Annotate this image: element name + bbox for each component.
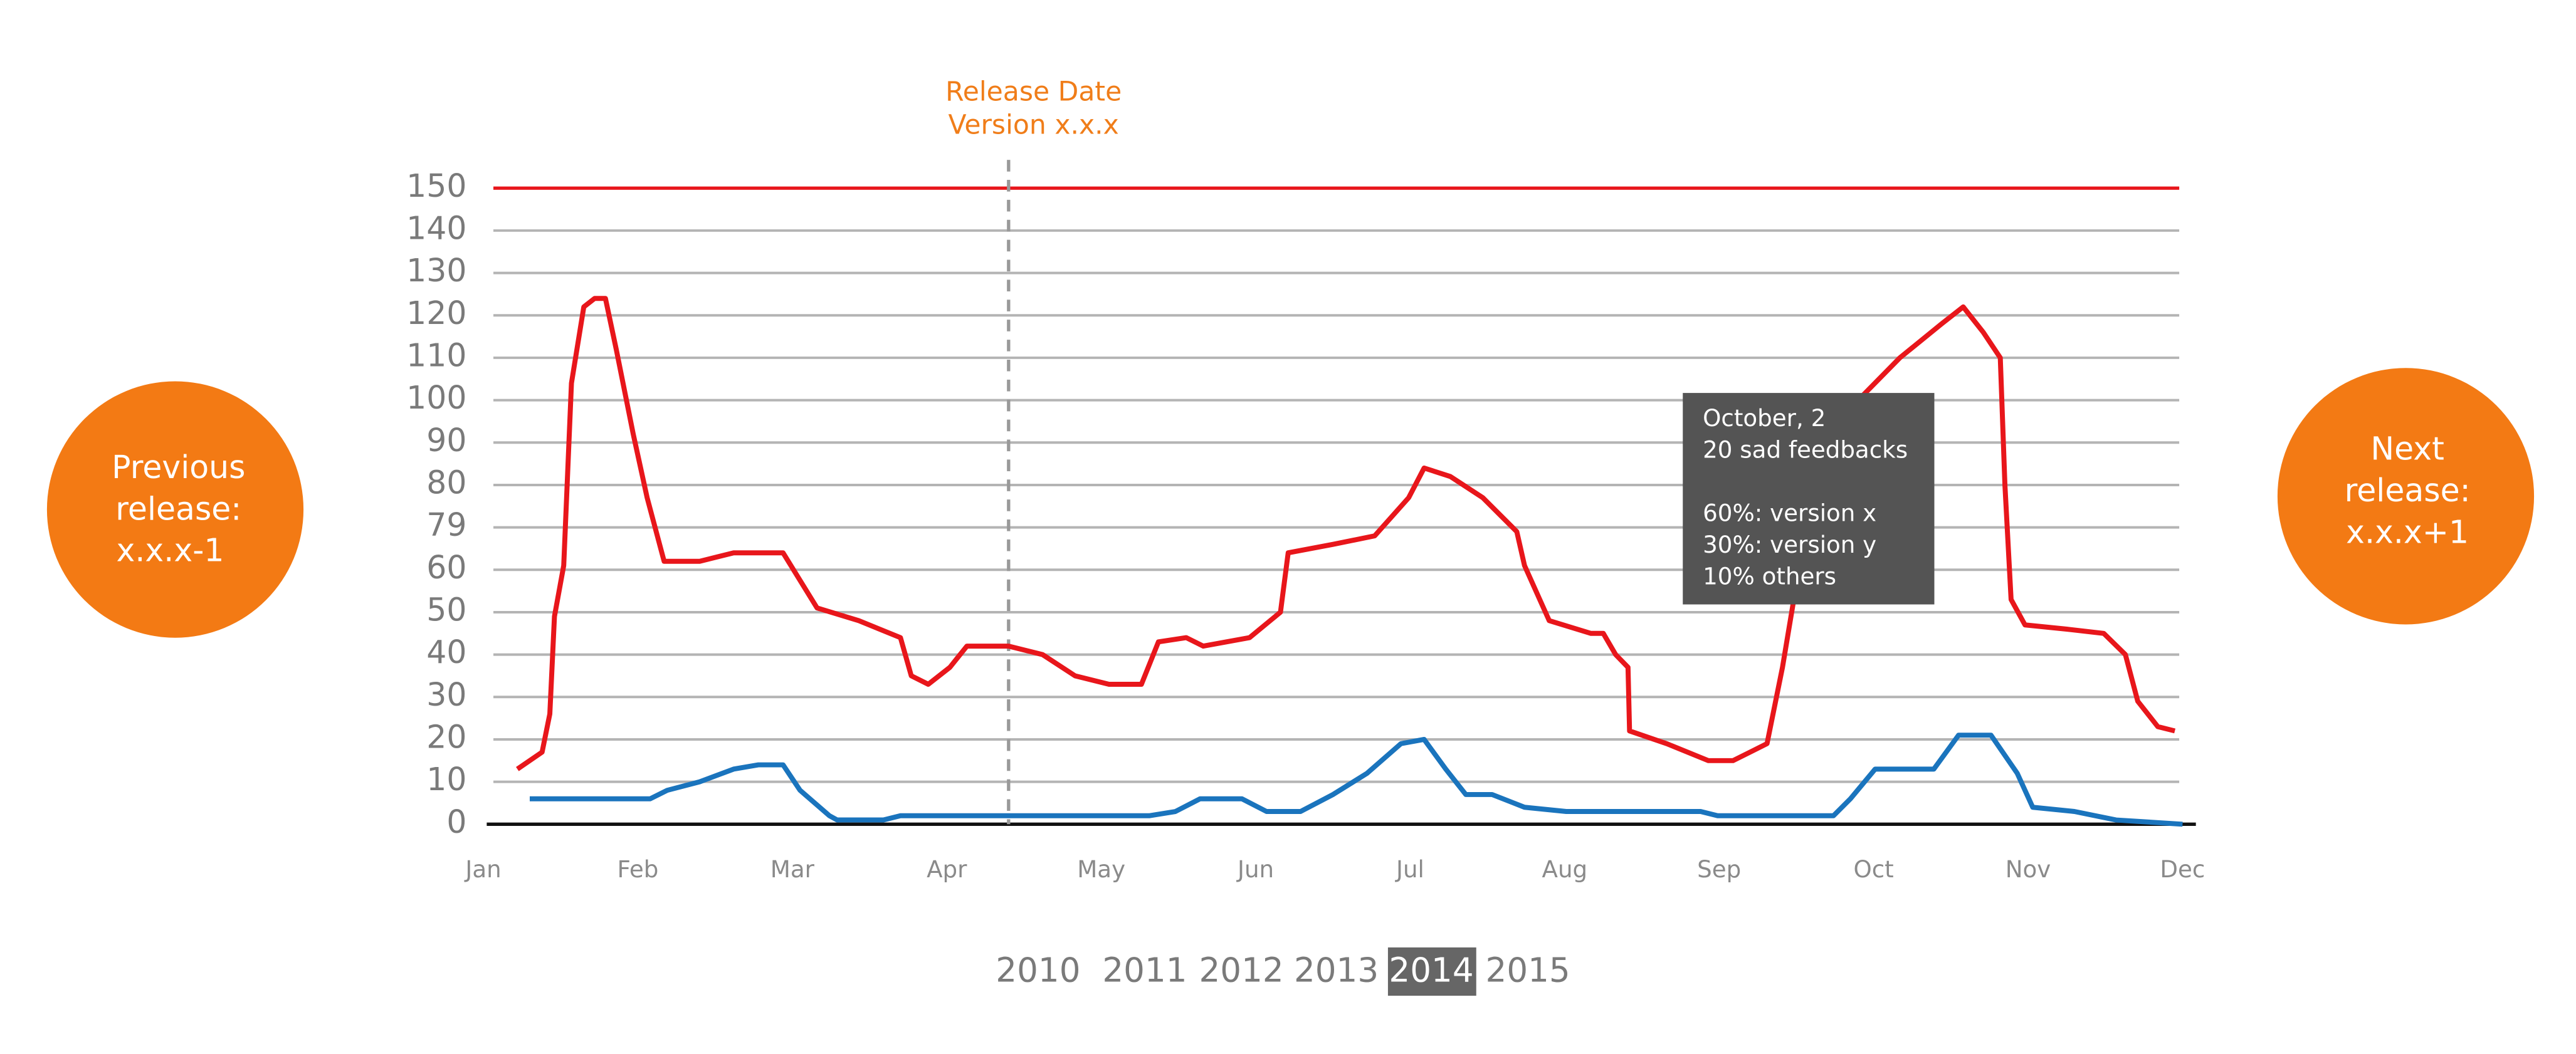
y-tick-label: 100 (406, 379, 466, 416)
y-tick-label: 130 (406, 252, 466, 289)
y-tick-label: 79 (426, 506, 466, 543)
year-option[interactable]: 2015 (1486, 951, 1570, 989)
y-tick-label: 20 (426, 718, 466, 755)
tooltip-text: October, 2 (1703, 404, 1826, 432)
previous-release-badge (46, 381, 304, 638)
next-release-text: Next (2370, 430, 2444, 467)
next-release-badge (2277, 368, 2535, 625)
release-label: Version x.x.x (949, 110, 1119, 140)
previous-release-text: Previous (112, 449, 245, 486)
tooltip-text: 60%: version x (1703, 499, 1876, 527)
y-tick-label: 140 (406, 209, 466, 246)
x-tick-label: Feb (618, 855, 659, 883)
year-option[interactable]: 2010 (996, 951, 1080, 989)
series-line (516, 296, 2176, 771)
y-tick-label: 90 (426, 422, 466, 459)
tooltip-text: 10% others (1703, 563, 1836, 590)
release-label: Release Date (945, 76, 1122, 107)
x-tick-label: Jul (1395, 855, 1424, 883)
y-tick-label: 120 (406, 295, 466, 331)
y-tick-label: 110 (406, 337, 466, 373)
x-tick-label: Oct (1853, 855, 1893, 883)
year-option[interactable]: 2014 (1389, 951, 1473, 989)
x-tick-label: Apr (927, 855, 967, 883)
x-tick-label: Mar (770, 855, 815, 883)
x-tick-label: Aug (1542, 855, 1588, 883)
y-tick-label: 0 (446, 803, 466, 840)
next-release-text: x.x.x+1 (2346, 513, 2469, 550)
tooltip-box (1683, 393, 1935, 605)
y-tick-label: 40 (426, 634, 466, 670)
previous-release-text: release: (115, 490, 241, 527)
x-tick-label: Nov (2006, 855, 2051, 883)
x-tick-label: May (1077, 855, 1125, 883)
year-option[interactable]: 2012 (1199, 951, 1283, 989)
y-tick-label: 150 (406, 167, 466, 204)
x-tick-label: Dec (2160, 855, 2205, 883)
year-option[interactable]: 2011 (1102, 951, 1187, 989)
y-tick-label: 30 (426, 676, 466, 713)
tooltip-text: 30%: version y (1703, 531, 1876, 558)
y-tick-label: 80 (426, 464, 466, 501)
y-tick-label: 10 (426, 761, 466, 798)
year-option[interactable]: 2013 (1294, 951, 1379, 989)
previous-release-text: x.x.x-1 (117, 532, 224, 569)
x-tick-label: Jun (1236, 855, 1274, 883)
next-release-text: release: (2345, 472, 2471, 509)
x-tick-label: Jan (464, 855, 501, 883)
y-tick-label: 60 (426, 549, 466, 586)
tooltip-text: 20 sad feedbacks (1703, 436, 1908, 464)
y-tick-label: 50 (426, 591, 466, 628)
year-selected-bg[interactable] (1387, 947, 1476, 996)
x-tick-label: Sep (1697, 855, 1741, 883)
series-line (529, 733, 2183, 827)
